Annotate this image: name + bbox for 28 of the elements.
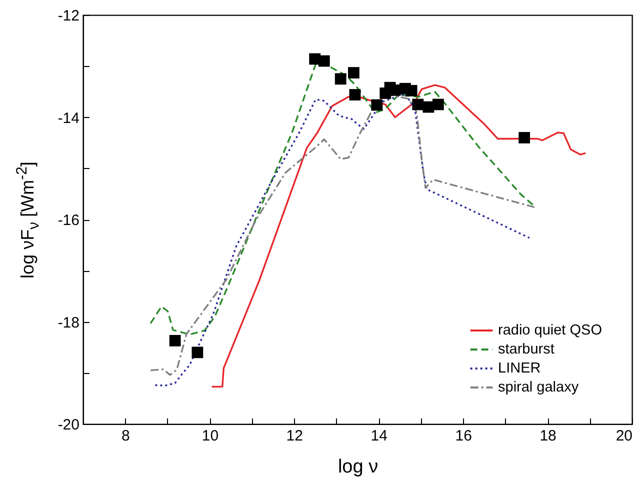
point (169, 334, 181, 346)
point (371, 99, 383, 111)
y-tick-label: -14 (58, 110, 80, 127)
point (518, 132, 530, 144)
point (334, 73, 346, 85)
legend-label: radio quiet QSO (498, 322, 602, 338)
x-tick-label: 10 (202, 428, 219, 444)
point (432, 98, 444, 110)
point (318, 55, 330, 67)
legend-label: starburst (498, 342, 554, 358)
point (349, 89, 361, 100)
point (406, 84, 418, 96)
x-tick-label: 18 (540, 428, 556, 444)
x-tick-label: 16 (455, 428, 472, 444)
x-axis-title: log ν (338, 456, 378, 478)
point (412, 98, 424, 110)
point (192, 346, 204, 358)
x-tick-label: 14 (370, 428, 388, 444)
point (348, 67, 360, 78)
y-tick-label: -18 (58, 314, 80, 332)
y-tick-label: -12 (58, 8, 80, 24)
x-tick-label: 20 (616, 428, 632, 444)
y-tick-label: -20 (58, 416, 80, 434)
legend-label: LINER (498, 360, 541, 376)
x-tick-label: 8 (122, 428, 130, 444)
x-tick-label: 12 (286, 428, 303, 444)
legend-label: spiral galaxy (498, 380, 580, 396)
y-tick-label: -16 (58, 212, 80, 229)
